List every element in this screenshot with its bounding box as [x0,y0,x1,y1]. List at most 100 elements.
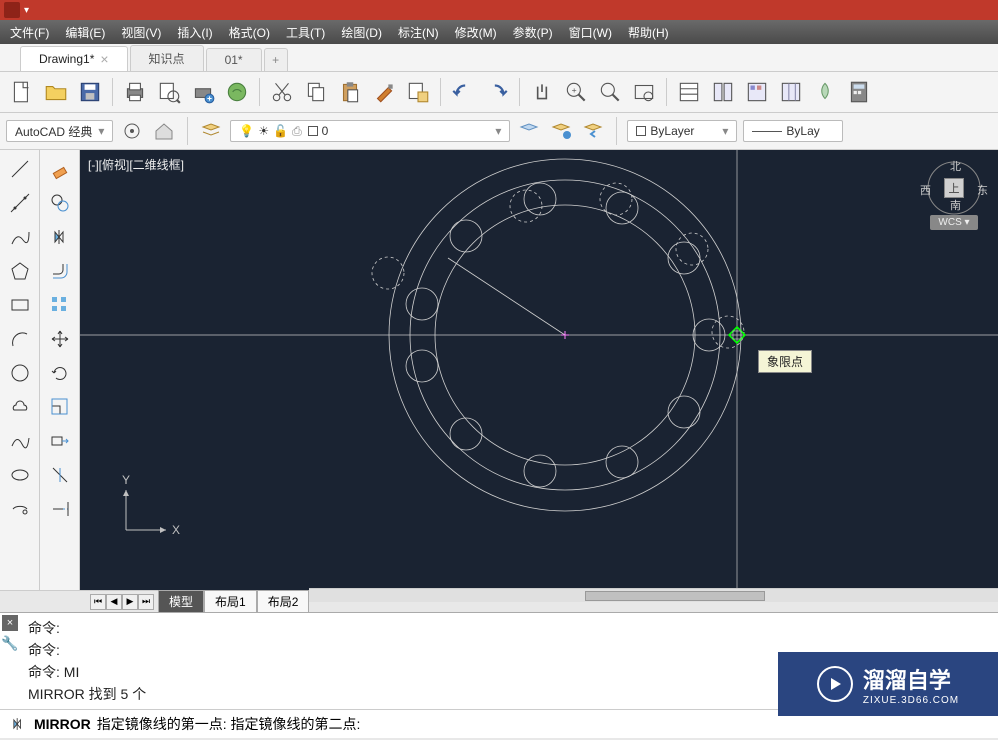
polyline-tool[interactable] [5,222,35,252]
scale-tool[interactable] [45,392,75,422]
nav-prev-icon[interactable]: ◀ [106,594,122,610]
move-tool[interactable] [45,324,75,354]
ellipse-arc-tool[interactable] [5,494,35,524]
revision-cloud-tool[interactable] [5,392,35,422]
extend-tool[interactable] [45,494,75,524]
plot-button[interactable] [187,76,219,108]
design-center-button[interactable] [707,76,739,108]
menu-help[interactable]: 帮助(H) [628,24,669,41]
undo-button[interactable] [447,76,479,108]
lock-icon: 🔓 [273,124,288,138]
zoom-realtime-button[interactable]: + [560,76,592,108]
menu-window[interactable]: 窗口(W) [569,24,612,41]
menu-edit[interactable]: 编辑(E) [65,24,105,41]
layout-tab-model[interactable]: 模型 [158,590,204,613]
layout-tab-layout1[interactable]: 布局1 [204,590,257,613]
array-tool[interactable] [45,290,75,320]
cmd-prompt-text: 指定镜像线的第一点: 指定镜像线的第二点: [97,714,361,734]
construction-line-tool[interactable] [5,188,35,218]
menu-format[interactable]: 格式(O) [229,24,270,41]
wcs-badge[interactable]: WCS ▾ [930,215,977,230]
open-file-button[interactable] [40,76,72,108]
cmd-close-button[interactable]: × [2,615,18,631]
spline-tool[interactable] [5,426,35,456]
rotate-tool[interactable] [45,358,75,388]
layer-dropdown[interactable]: 💡 ☀ 🔓 ⎙ 0 ▾ [230,120,510,142]
cmd-line: 命令: [8,617,990,639]
workspace-dropdown[interactable]: AutoCAD 经典 ▾ [6,120,113,142]
title-bar: ▾ [0,0,998,20]
layout-tabs-bar: ⏮ ◀ ▶ ⏭ 模型 布局1 布局2 [0,590,998,612]
horizontal-scrollbar[interactable] [309,588,998,602]
pan-button[interactable] [526,76,558,108]
zoom-extents-button[interactable] [628,76,660,108]
linetype-dropdown[interactable]: ByLay [743,120,843,142]
viewcube-east: 东 [977,182,988,198]
polygon-tool[interactable] [5,256,35,286]
app-icon [4,2,20,18]
menu-parametric[interactable]: 参数(P) [513,24,553,41]
publish-button[interactable] [221,76,253,108]
nav-last-icon[interactable]: ⏭ [138,594,154,610]
doc-tab-01[interactable]: 01* [206,48,262,71]
menu-view[interactable]: 视图(V) [121,24,161,41]
viewcube-top[interactable]: 上 [944,178,964,198]
zoom-window-button[interactable] [594,76,626,108]
doc-tab-add[interactable]: + [264,48,288,71]
tool-palettes-button[interactable] [741,76,773,108]
print-button[interactable] [119,76,151,108]
menu-dimension[interactable]: 标注(N) [398,24,439,41]
viewcube[interactable]: 北 南 东 西 上 WCS ▾ [924,160,984,230]
print-preview-button[interactable] [153,76,185,108]
home-button[interactable] [151,118,177,144]
stretch-tool[interactable] [45,426,75,456]
nav-next-icon[interactable]: ▶ [122,594,138,610]
copy-tool[interactable] [45,188,75,218]
doc-tab-drawing1[interactable]: Drawing1* × [20,46,128,71]
quickcalc-button[interactable] [843,76,875,108]
close-icon[interactable]: × [100,51,108,67]
menu-modify[interactable]: 修改(M) [455,24,497,41]
match-properties-button[interactable] [368,76,400,108]
scrollbar-thumb[interactable] [585,591,765,601]
layer-properties-button[interactable] [198,118,224,144]
doc-tab-knowledge[interactable]: 知识点 [130,45,204,71]
properties-button[interactable] [673,76,705,108]
save-button[interactable] [74,76,106,108]
trim-tool[interactable] [45,460,75,490]
new-file-button[interactable] [6,76,38,108]
cmd-settings-button[interactable]: 🔧 [2,635,18,651]
nav-first-icon[interactable]: ⏮ [90,594,106,610]
block-editor-button[interactable] [402,76,434,108]
menu-tools[interactable]: 工具(T) [286,24,325,41]
mirror-tool[interactable] [45,222,75,252]
snap-tooltip: 象限点 [758,350,812,373]
copy-button[interactable] [300,76,332,108]
menu-draw[interactable]: 绘图(D) [341,24,382,41]
offset-tool[interactable] [45,256,75,286]
menu-insert[interactable]: 插入(I) [177,24,212,41]
drawing-canvas[interactable]: [-][俯视][二维线框] XY 北 南 东 西 上 WCS ▾ 象限点 [80,150,998,590]
layer-prev-button[interactable] [580,118,606,144]
sheet-set-button[interactable] [775,76,807,108]
erase-tool[interactable] [45,154,75,184]
layer-states-button[interactable] [516,118,542,144]
menu-file[interactable]: 文件(F) [10,24,49,41]
markup-button[interactable] [809,76,841,108]
line-tool[interactable] [5,154,35,184]
redo-button[interactable] [481,76,513,108]
drawing-svg: XY [80,150,998,590]
main-area: [-][俯视][二维线框] XY 北 南 东 西 上 WCS ▾ 象限点 [0,150,998,590]
layer-iso-button[interactable] [548,118,574,144]
circle-tool[interactable] [5,358,35,388]
cut-button[interactable] [266,76,298,108]
color-dropdown[interactable]: ByLayer ▾ [627,120,737,142]
doc-tab-label: 01* [225,53,243,67]
ellipse-tool[interactable] [5,460,35,490]
rectangle-tool[interactable] [5,290,35,320]
workspace-settings-button[interactable] [119,118,145,144]
paste-button[interactable] [334,76,366,108]
layout-tab-layout2[interactable]: 布局2 [257,590,310,613]
arc-tool[interactable] [5,324,35,354]
titlebar-caret-icon[interactable]: ▾ [24,5,29,16]
